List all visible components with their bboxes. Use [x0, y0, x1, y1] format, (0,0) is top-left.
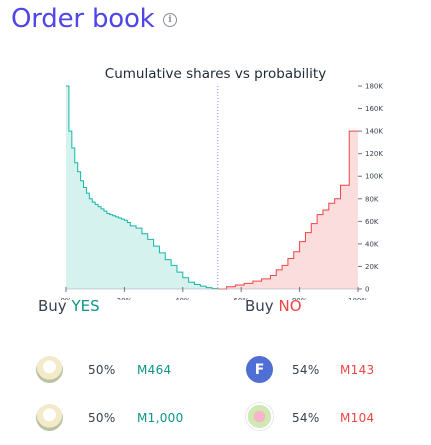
no-order-2-amount: M104 [340, 411, 375, 425]
x-tick-label: 100% [348, 297, 368, 300]
yes-order-1-amount: M464 [137, 363, 172, 377]
buy-no-prefix: Buy [245, 297, 274, 315]
no-order-1-avatar[interactable]: F [246, 356, 273, 383]
y-tick-label: 60K [365, 218, 379, 226]
y-tick-label: 0 [365, 286, 369, 294]
x-tick-label: 60% [233, 297, 249, 300]
x-tick-label: 40% [175, 297, 191, 300]
no-order-2-prob: 54% [292, 411, 320, 425]
yes-order-2-amount: M1,000 [137, 411, 184, 425]
info-icon[interactable]: i [163, 13, 177, 27]
yes-order-2-prob: 50% [88, 411, 116, 425]
y-tick-label: 120K [365, 150, 383, 158]
buy-yes-outcome: YES [71, 297, 100, 315]
series-1-area [217, 131, 358, 289]
yes-order-1-prob: 50% [88, 363, 116, 377]
series-0-line [66, 85, 219, 290]
no-order-2-avatar[interactable] [246, 403, 273, 430]
order-book-chart: 0% 20% 40% 60% 80% 100% 0 20K 40K 60K 80K 100K 120K 1… [60, 83, 383, 301]
x-tick-label: 20% [117, 297, 133, 300]
y-tick-label: 100K [365, 173, 383, 181]
x-tick-label: 80% [292, 297, 308, 300]
y-tick-label: 160K [365, 105, 383, 113]
page-title: Order book [11, 4, 155, 34]
no-order-1-amount: M143 [340, 363, 375, 377]
no-order-1-prob: 54% [292, 363, 320, 377]
x-tick-label: 0% [60, 297, 71, 300]
series-0-area [66, 86, 218, 289]
y-tick-label: 180K [365, 83, 383, 91]
y-tick-label: 40K [365, 240, 379, 248]
y-tick-label: 140K [365, 128, 383, 136]
no-order-1-avatar-letter: F [254, 361, 265, 378]
chart-title: Cumulative shares vs probability [104, 66, 327, 82]
series-1-line [217, 130, 358, 290]
buy-yes-prefix: Buy [38, 297, 67, 315]
buy-no-heading: Buy NO [245, 297, 302, 315]
y-tick-label: 80K [365, 195, 379, 203]
yes-order-1-avatar[interactable] [36, 356, 63, 383]
buy-no-outcome: NO [278, 297, 302, 315]
yes-order-2-avatar[interactable] [36, 404, 63, 431]
buy-yes-heading: Buy YES [38, 297, 100, 315]
y-tick-label: 20K [365, 263, 379, 271]
